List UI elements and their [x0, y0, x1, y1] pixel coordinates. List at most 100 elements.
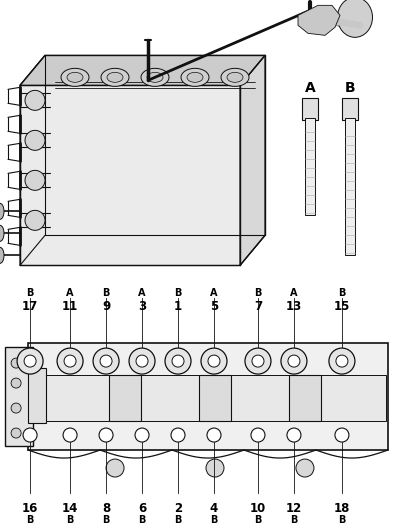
Text: 7: 7	[254, 299, 262, 313]
Text: 14: 14	[62, 502, 78, 514]
Circle shape	[129, 348, 155, 374]
FancyBboxPatch shape	[28, 368, 46, 423]
Text: B: B	[66, 515, 74, 525]
Ellipse shape	[101, 68, 129, 87]
Polygon shape	[20, 55, 265, 86]
Text: B: B	[338, 288, 346, 298]
Circle shape	[335, 428, 349, 442]
Circle shape	[23, 428, 37, 442]
Text: 12: 12	[286, 502, 302, 514]
Circle shape	[172, 355, 184, 367]
Circle shape	[281, 348, 307, 374]
FancyBboxPatch shape	[30, 375, 386, 421]
Circle shape	[245, 348, 271, 374]
Polygon shape	[240, 55, 265, 266]
Circle shape	[336, 355, 348, 367]
Circle shape	[135, 428, 149, 442]
FancyBboxPatch shape	[342, 98, 358, 120]
Polygon shape	[20, 55, 45, 266]
Text: 11: 11	[62, 299, 78, 313]
Text: A: A	[210, 288, 218, 298]
Circle shape	[201, 348, 227, 374]
Circle shape	[136, 355, 148, 367]
Text: 2: 2	[174, 502, 182, 514]
Text: B: B	[338, 515, 346, 525]
Text: B: B	[174, 288, 182, 298]
Text: 18: 18	[334, 502, 350, 514]
Text: 4: 4	[210, 502, 218, 514]
Ellipse shape	[0, 225, 4, 241]
Ellipse shape	[181, 68, 209, 87]
Circle shape	[11, 378, 21, 388]
Ellipse shape	[187, 72, 203, 82]
FancyBboxPatch shape	[289, 375, 321, 421]
Circle shape	[11, 358, 21, 368]
Text: B: B	[102, 515, 110, 525]
Circle shape	[296, 459, 314, 477]
Ellipse shape	[0, 203, 4, 219]
Text: 10: 10	[250, 502, 266, 514]
Text: B: B	[138, 515, 146, 525]
Text: B: B	[254, 288, 262, 298]
Text: 17: 17	[22, 299, 38, 313]
Text: B: B	[210, 515, 218, 525]
Ellipse shape	[67, 72, 83, 82]
Ellipse shape	[61, 68, 89, 87]
FancyBboxPatch shape	[305, 118, 315, 215]
Circle shape	[25, 90, 45, 110]
FancyBboxPatch shape	[5, 347, 33, 446]
Circle shape	[11, 428, 21, 438]
Circle shape	[93, 348, 119, 374]
Circle shape	[63, 428, 77, 442]
Circle shape	[100, 355, 112, 367]
Text: 15: 15	[334, 299, 350, 313]
Text: B: B	[26, 515, 34, 525]
FancyBboxPatch shape	[302, 98, 318, 120]
Polygon shape	[20, 86, 240, 266]
Circle shape	[287, 428, 301, 442]
Ellipse shape	[221, 68, 249, 87]
Circle shape	[99, 428, 113, 442]
Text: 6: 6	[138, 502, 146, 514]
Circle shape	[252, 355, 264, 367]
Text: 16: 16	[22, 502, 38, 514]
Text: 5: 5	[210, 299, 218, 313]
Circle shape	[251, 428, 265, 442]
Circle shape	[57, 348, 83, 374]
Circle shape	[25, 210, 45, 230]
Text: A: A	[138, 288, 146, 298]
Text: B: B	[254, 515, 262, 525]
Text: 1: 1	[174, 299, 182, 313]
FancyBboxPatch shape	[109, 375, 141, 421]
Text: B: B	[26, 288, 34, 298]
Text: B: B	[290, 515, 298, 525]
Circle shape	[206, 459, 224, 477]
Circle shape	[288, 355, 300, 367]
Circle shape	[24, 355, 36, 367]
Ellipse shape	[141, 68, 169, 87]
Text: B: B	[174, 515, 182, 525]
Ellipse shape	[107, 72, 123, 82]
Polygon shape	[20, 235, 265, 266]
Text: A: A	[290, 288, 298, 298]
Circle shape	[208, 355, 220, 367]
Circle shape	[171, 428, 185, 442]
Circle shape	[11, 403, 21, 413]
Ellipse shape	[227, 72, 243, 82]
Text: A: A	[66, 288, 74, 298]
FancyBboxPatch shape	[345, 118, 355, 256]
Ellipse shape	[147, 72, 163, 82]
Circle shape	[329, 348, 355, 374]
Circle shape	[25, 130, 45, 150]
Text: B: B	[102, 288, 110, 298]
Ellipse shape	[338, 0, 372, 37]
Text: B: B	[345, 81, 355, 96]
Text: 9: 9	[102, 299, 110, 313]
Text: 13: 13	[286, 299, 302, 313]
Text: A: A	[305, 81, 315, 96]
FancyBboxPatch shape	[199, 375, 231, 421]
Circle shape	[17, 348, 43, 374]
Ellipse shape	[0, 247, 4, 263]
Circle shape	[207, 428, 221, 442]
Text: 8: 8	[102, 502, 110, 514]
